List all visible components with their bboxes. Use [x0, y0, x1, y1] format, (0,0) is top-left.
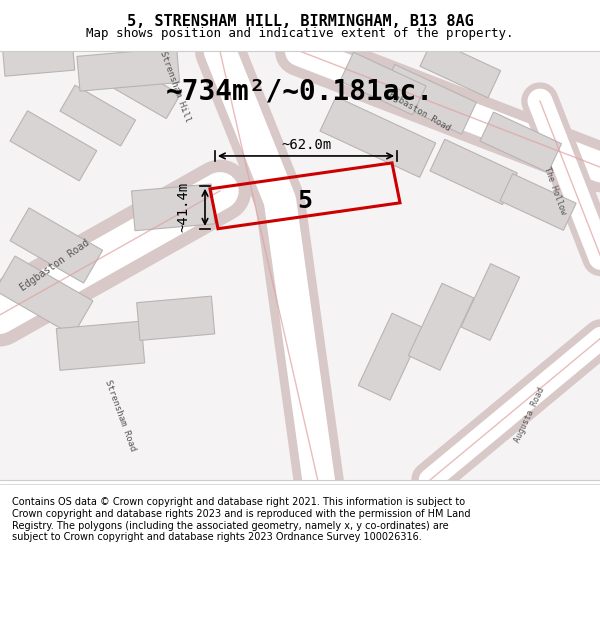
Text: The Hollow: The Hollow: [542, 166, 568, 216]
Bar: [408, 283, 474, 371]
Bar: [0, 256, 93, 336]
Text: 5, STRENSHAM HILL, BIRMINGHAM, B13 8AG: 5, STRENSHAM HILL, BIRMINGHAM, B13 8AG: [127, 14, 473, 29]
Bar: [340, 52, 426, 115]
Bar: [430, 139, 517, 204]
Text: Edgbaston Road: Edgbaston Road: [19, 238, 92, 293]
Text: Strensham Hill: Strensham Hill: [158, 49, 192, 123]
Bar: [420, 39, 500, 98]
Bar: [320, 97, 436, 178]
Text: Egbaston Road: Egbaston Road: [388, 90, 452, 132]
Text: Strensham Road: Strensham Road: [103, 378, 137, 452]
Bar: [10, 111, 97, 181]
Text: ~734m²/~0.181ac.: ~734m²/~0.181ac.: [166, 77, 434, 105]
Bar: [131, 184, 215, 231]
Bar: [137, 296, 215, 341]
Bar: [56, 321, 145, 371]
Text: ~41.4m: ~41.4m: [176, 182, 190, 232]
Text: Contains OS data © Crown copyright and database right 2021. This information is : Contains OS data © Crown copyright and d…: [12, 498, 470, 542]
Bar: [461, 264, 520, 341]
Text: 5: 5: [298, 189, 313, 213]
Bar: [380, 64, 476, 134]
Bar: [358, 313, 424, 400]
Bar: [60, 85, 136, 146]
Text: Map shows position and indicative extent of the property.: Map shows position and indicative extent…: [86, 27, 514, 40]
Text: Augusta Road: Augusta Road: [513, 386, 547, 444]
Text: ~62.0m: ~62.0m: [281, 138, 331, 152]
Bar: [500, 174, 576, 230]
Bar: [10, 208, 103, 283]
Bar: [110, 62, 180, 119]
Bar: [2, 40, 75, 76]
Bar: [77, 48, 179, 91]
Bar: [480, 112, 562, 173]
